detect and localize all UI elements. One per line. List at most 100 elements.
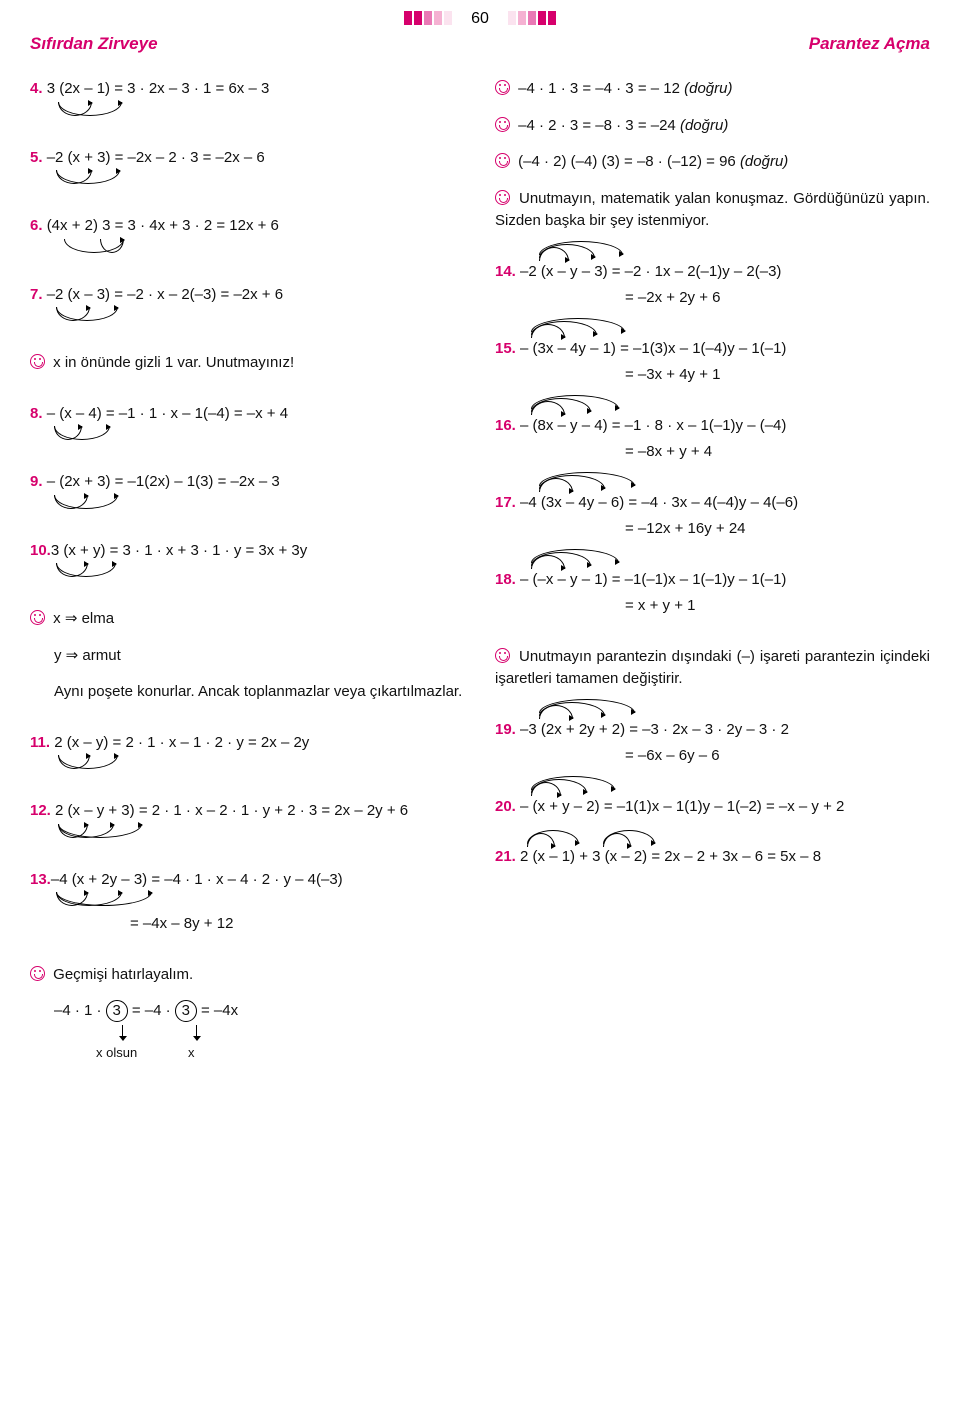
equation: – (x + y – 2) = –1(1)x – 1(1)y – 1(–2) =… <box>520 798 844 815</box>
circled-3: 3 <box>175 1000 197 1022</box>
check-1: –4 · 1 · 3 = –4 · 3 = – 12 (doğru) <box>495 78 930 101</box>
distribution-arcs <box>30 236 465 256</box>
eq-part: –4 · 1 · <box>54 1002 106 1019</box>
result: = –12x + 16y + 24 <box>495 518 930 541</box>
equation: (4x + 2) 3 = 3 · 4x + 3 · 2 = 12x + 6 <box>47 217 279 234</box>
equation: 2 (x – 1) + 3 (x – 2) = 2x – 2 + 3x – 6 … <box>520 848 821 865</box>
bars-right <box>507 11 557 28</box>
distribution-arcs <box>30 752 465 772</box>
page: 60 Sıfırdan Zirveye Parantez Açma 4. 3 (… <box>0 0 960 1420</box>
problem-9: 9. – (2x + 3) = –1(2x) – 1(3) = –2x – 3 <box>30 471 465 512</box>
note-text: x ⇒ elma <box>53 610 114 627</box>
bars-left <box>403 11 453 28</box>
distribution-arcs <box>30 821 465 841</box>
page-number: 60 <box>457 10 503 28</box>
eq-part: = –4x <box>197 1002 238 1019</box>
problem-8: 8. – (x – 4) = –1 · 1 · x – 1(–4) = –x +… <box>30 403 465 444</box>
smiley-icon <box>495 153 510 168</box>
problem-14: 14. –2 (x – y – 3) = –2 · 1x – 2(–1)y – … <box>495 261 930 310</box>
eq-part: = –4 · <box>128 1002 175 1019</box>
problem-17: 17. –4 (3x – 4y – 6) = –4 · 3x – 4(–4)y … <box>495 492 930 541</box>
note-10a: x ⇒ elma <box>30 608 465 631</box>
check-3: (–4 · 2) (–4) (3) = –8 · (–12) = 96 (doğ… <box>495 151 930 174</box>
smiley-icon <box>30 354 45 369</box>
problem-13: 13.–4 (x + 2y – 3) = –4 · 1 · x – 4 · 2 … <box>30 869 465 936</box>
problem-10: 10.3 (x + y) = 3 · 1 · x + 3 · 1 · y = 3… <box>30 540 465 581</box>
smiley-icon <box>30 966 45 981</box>
equation: – (–x – y – 1) = –1(–1)x – 1(–1)y – 1(–1… <box>520 571 786 588</box>
problem-20: 20. – (x + y – 2) = –1(1)x – 1(1)y – 1(–… <box>495 796 930 819</box>
distribution-arcs <box>30 99 465 119</box>
result: = –2x + 2y + 6 <box>495 287 930 310</box>
note-text: Aynı poşete konurlar. Ancak toplanmazlar… <box>54 683 462 700</box>
equation: – (x – 4) = –1 · 1 · x – 1(–4) = –x + 4 <box>47 405 288 422</box>
problem-7: 7. –2 (x – 3) = –2 · x – 2(–3) = –2x + 6 <box>30 284 465 325</box>
distribution-arcs <box>30 560 465 580</box>
smiley-icon <box>495 190 510 205</box>
problem-16: 16. – (8x – y – 4) = –1 · 8 · x – 1(–1)y… <box>495 415 930 464</box>
header-left: Sıfırdan Zirveye <box>30 34 158 54</box>
note-10b: y ⇒ armut <box>54 645 465 668</box>
equation: –2 (x + 3) = –2x – 2 · 3 = –2x – 6 <box>47 149 265 166</box>
sub-label: x <box>188 1043 195 1063</box>
distribution-arcs <box>30 304 465 324</box>
recall-equation: –4 · 1 · 3 = –4 · 3 = –4x x olsun x <box>54 1000 465 1043</box>
equation: – (2x + 3) = –1(2x) – 1(3) = –2x – 3 <box>47 473 280 490</box>
distribution-arcs <box>30 492 465 512</box>
check-2: –4 · 2 · 3 = –8 · 3 = –24 (doğru) <box>495 115 930 138</box>
problem-15: 15. – (3x – 4y – 1) = –1(3)x – 1(–4)y – … <box>495 338 930 387</box>
distribution-arcs <box>30 423 465 443</box>
equation: – (8x – y – 4) = –1 · 8 · x – 1(–1)y – (… <box>520 417 786 434</box>
equation: –4 (3x – 4y – 6) = –4 · 3x – 4(–4)y – 4(… <box>520 494 798 511</box>
note-text: Unutmayın parantezin dışındaki (–) işare… <box>495 648 930 688</box>
distribution-arcs <box>30 889 465 909</box>
problem-18: 18. – (–x – y – 1) = –1(–1)x – 1(–1)y – … <box>495 569 930 618</box>
result: = –4x – 8y + 12 <box>30 913 465 936</box>
right-column: –4 · 1 · 3 = –4 · 3 = – 12 (doğru) –4 · … <box>495 78 930 1043</box>
left-column: 4. 3 (2x – 1) = 3 · 2x – 3 · 1 = 6x – 3 … <box>30 78 465 1043</box>
result: = –6x – 6y – 6 <box>495 745 930 768</box>
result: = x + y + 1 <box>495 595 930 618</box>
problem-4: 4. 3 (2x – 1) = 3 · 2x – 3 · 1 = 6x – 3 <box>30 78 465 119</box>
page-number-strip: 60 <box>30 10 930 28</box>
equation: –2 (x – y – 3) = –2 · 1x – 2(–1)y – 2(–3… <box>520 263 781 280</box>
equation: –3 (2x + 2y + 2) = –3 · 2x – 3 · 2y – 3 … <box>520 721 789 738</box>
equation: – (3x – 4y – 1) = –1(3)x – 1(–4)y – 1(–1… <box>520 340 786 357</box>
circled-3: 3 <box>106 1000 128 1022</box>
equation: 2 (x – y) = 2 · 1 · x – 1 · 2 · y = 2x –… <box>54 734 309 751</box>
equation: 3 (2x – 1) = 3 · 2x – 3 · 1 = 6x – 3 <box>47 80 270 97</box>
header-right: Parantez Açma <box>809 34 930 54</box>
smiley-icon <box>495 117 510 132</box>
note-top: Unutmayın, matematik yalan konuşmaz. Gör… <box>495 188 930 233</box>
result: = –8x + y + 4 <box>495 441 930 464</box>
note-text: x in önünde gizli 1 var. Unutmayınız! <box>53 354 294 371</box>
result: = –3x + 4y + 1 <box>495 364 930 387</box>
check-text: –4 · 2 · 3 = –8 · 3 = –24 (doğru) <box>518 117 728 134</box>
note-10c: Aynı poşete konurlar. Ancak toplanmazlar… <box>30 681 465 704</box>
note-text: Geçmişi hatırlayalım. <box>53 966 193 983</box>
equation: 2 (x – y + 3) = 2 · 1 · x – 2 · 1 · y + … <box>55 802 408 819</box>
equation: –4 (x + 2y – 3) = –4 · 1 · x – 4 · 2 · y… <box>51 871 343 888</box>
content-columns: 4. 3 (2x – 1) = 3 · 2x – 3 · 1 = 6x – 3 … <box>30 78 930 1043</box>
problem-19: 19. –3 (2x + 2y + 2) = –3 · 2x – 3 · 2y … <box>495 719 930 768</box>
problem-12: 12. 2 (x – y + 3) = 2 · 1 · x – 2 · 1 · … <box>30 800 465 841</box>
problem-5: 5. –2 (x + 3) = –2x – 2 · 3 = –2x – 6 <box>30 147 465 188</box>
distribution-arcs <box>30 167 465 187</box>
problem-21: 21. 2 (x – 1) + 3 (x – 2) = 2x – 2 + 3x … <box>495 846 930 869</box>
note-text: y ⇒ armut <box>54 647 121 664</box>
problem-6: 6. (4x + 2) 3 = 3 · 4x + 3 · 2 = 12x + 6 <box>30 215 465 256</box>
check-text: (–4 · 2) (–4) (3) = –8 · (–12) = 96 (doğ… <box>518 153 788 170</box>
smiley-icon <box>30 610 45 625</box>
problem-11: 11. 2 (x – y) = 2 · 1 · x – 1 · 2 · y = … <box>30 732 465 773</box>
sub-label: x olsun <box>96 1043 137 1063</box>
smiley-icon <box>495 648 510 663</box>
page-header: Sıfırdan Zirveye Parantez Açma <box>30 34 930 58</box>
note-7: x in önünde gizli 1 var. Unutmayınız! <box>30 352 465 375</box>
note-18: Unutmayın parantezin dışındaki (–) işare… <box>495 646 930 691</box>
note-13: Geçmişi hatırlayalım. <box>30 964 465 987</box>
note-text: Unutmayın, matematik yalan konuşmaz. Gör… <box>495 190 930 230</box>
smiley-icon <box>495 80 510 95</box>
equation: 3 (x + y) = 3 · 1 · x + 3 · 1 · y = 3x +… <box>51 542 307 559</box>
equation: –2 (x – 3) = –2 · x – 2(–3) = –2x + 6 <box>47 286 283 303</box>
check-text: –4 · 1 · 3 = –4 · 3 = – 12 (doğru) <box>518 80 732 97</box>
